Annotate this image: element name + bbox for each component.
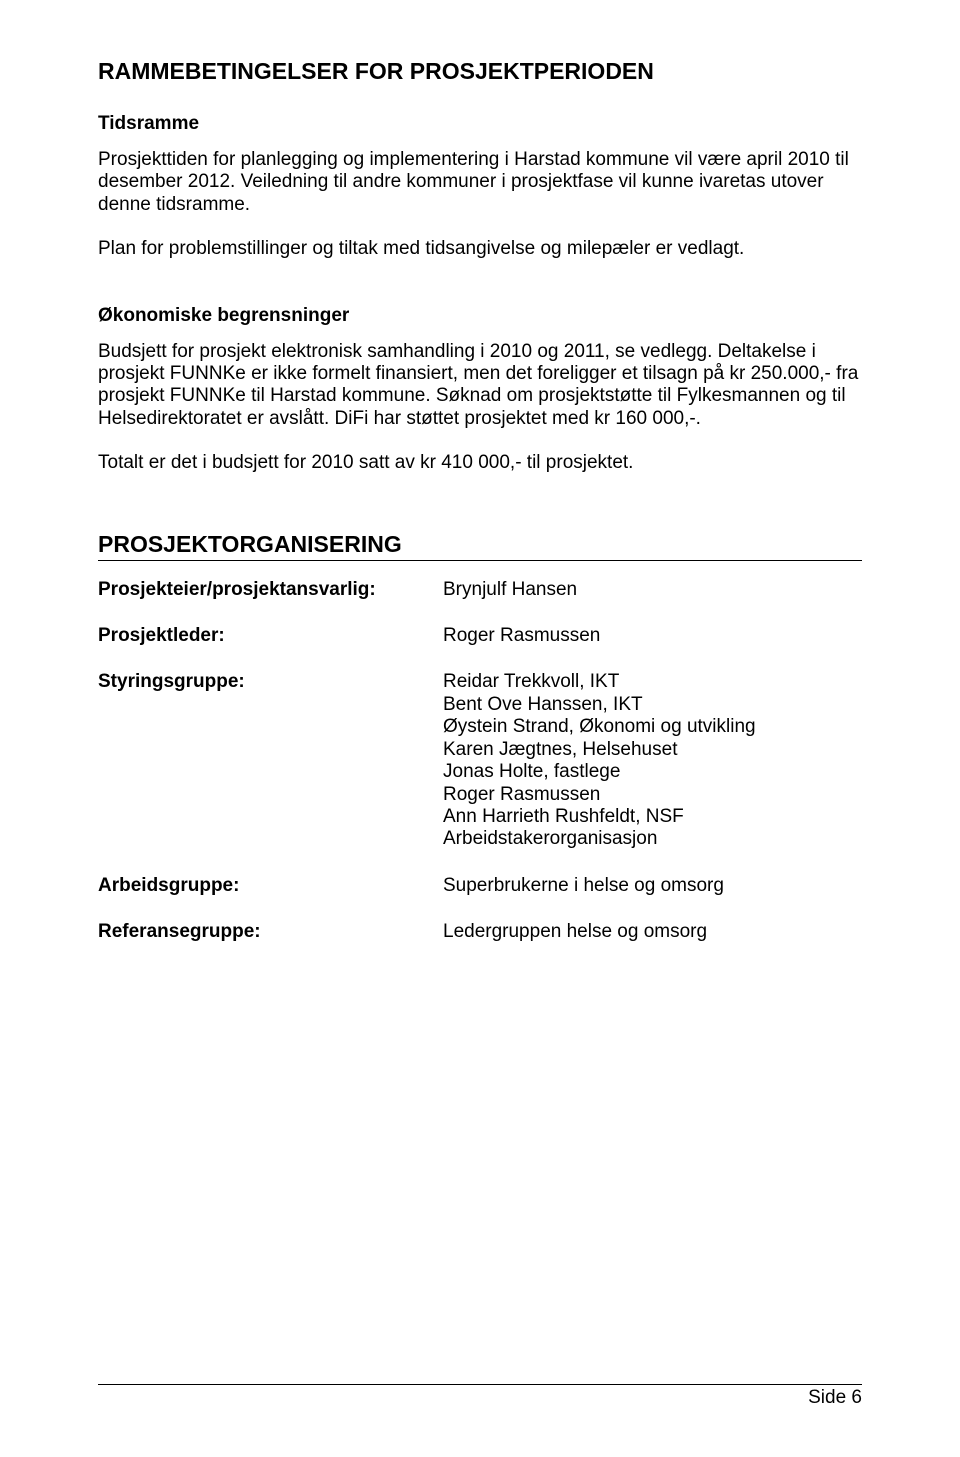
tidsramme-para-2: Plan for problemstillinger og tiltak med… [98, 238, 862, 260]
page-footer: Side 6 [98, 1384, 862, 1409]
page-number: Side 6 [98, 1387, 862, 1409]
document-page: RAMMEBETINGELSER FOR PROSJEKTPERIODEN Ti… [0, 0, 960, 1457]
footer-rule [98, 1384, 862, 1385]
org-row-referanse: Referansegruppe: Ledergruppen helse og o… [98, 921, 862, 967]
org-row-eier: Prosjekteier/prosjektansvarlig: Brynjulf… [98, 579, 862, 625]
tidsramme-para-1: Prosjekttiden for planlegging og impleme… [98, 149, 862, 216]
org-value: Roger Rasmussen [443, 625, 862, 671]
okonomi-heading: Økonomiske begrensninger [98, 305, 862, 327]
org-value: Superbrukerne i helse og omsorg [443, 875, 862, 921]
org-label: Referansegruppe: [98, 921, 443, 967]
org-row-styring: Styringsgruppe: Reidar Trekkvoll, IKTBen… [98, 671, 862, 874]
org-row-leder: Prosjektleder: Roger Rasmussen [98, 625, 862, 671]
org-label: Prosjekteier/prosjektansvarlig: [98, 579, 443, 625]
org-heading: PROSJEKTORGANISERING [98, 531, 862, 561]
org-table: Prosjekteier/prosjektansvarlig: Brynjulf… [98, 579, 862, 968]
okonomi-para-2: Totalt er det i budsjett for 2010 satt a… [98, 452, 862, 474]
org-value: Reidar Trekkvoll, IKTBent Ove Hanssen, I… [443, 671, 862, 874]
tidsramme-heading: Tidsramme [98, 113, 862, 135]
page-title: RAMMEBETINGELSER FOR PROSJEKTPERIODEN [98, 58, 862, 85]
org-value: Brynjulf Hansen [443, 579, 862, 625]
org-label: Styringsgruppe: [98, 671, 443, 874]
org-value: Ledergruppen helse og omsorg [443, 921, 862, 967]
org-label: Arbeidsgruppe: [98, 875, 443, 921]
okonomi-para-1: Budsjett for prosjekt elektronisk samhan… [98, 341, 862, 431]
org-row-arbeid: Arbeidsgruppe: Superbrukerne i helse og … [98, 875, 862, 921]
org-label: Prosjektleder: [98, 625, 443, 671]
